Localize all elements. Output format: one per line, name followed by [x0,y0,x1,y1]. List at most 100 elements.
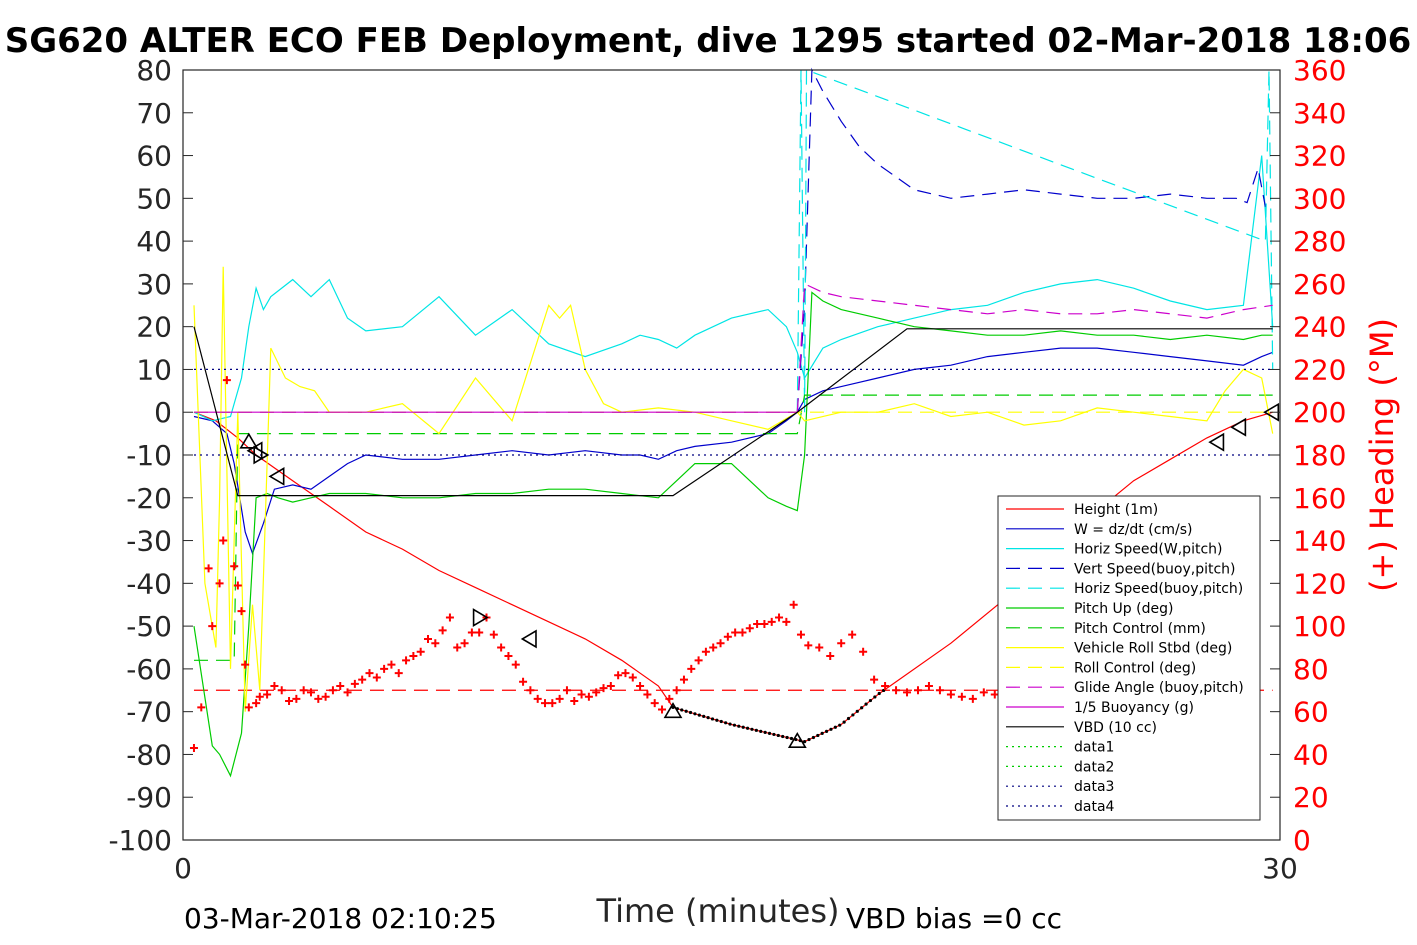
legend-label: VBD (10 cc) [1074,720,1157,736]
triangle-marker [663,702,683,719]
legend-label: Horiz Speed(buoy,pitch) [1074,581,1243,597]
left-tick-label: -40 [126,567,172,600]
left-tick-label: -80 [126,738,172,771]
plot-title: SG620 ALTER ECO FEB Deployment, dive 129… [5,21,1412,61]
heading-point [445,613,454,622]
heading-point [365,669,374,678]
right-tick-label: 60 [1293,696,1329,729]
x-axis-label: Time (minutes) [596,892,840,930]
heading-point [753,619,762,628]
heading-point [614,671,623,680]
heading-point [208,622,217,631]
height-dot [789,736,794,741]
heading-point [979,688,988,697]
footer-timestamp: 03-Mar-2018 02:10:25 [184,902,497,935]
heading-point [679,675,688,684]
legend: Height (1m) W = dz/dt (cm/s) Horiz Speed(W… [997,495,1261,821]
heading-point [924,682,933,690]
legend-box [997,495,1261,821]
x-tick-label: 30 [1262,852,1298,885]
heading-point [219,536,228,545]
heading-point [731,628,740,637]
heading-point [526,686,535,695]
triangle-marker [787,732,807,749]
series-line-6 [193,291,1273,778]
heading-point [467,628,476,637]
heading-point [643,690,652,699]
left-axis: 80 70 60 50 40 30 20 10 0 -10 -20 -30 -40 -50 -60 -70 -8… [108,54,193,857]
heading-point [328,686,337,695]
height-dot [829,727,833,731]
height-dot [754,728,758,732]
heading-point [423,634,432,643]
triangle-marker [1230,417,1247,437]
series-line-2 [193,347,1273,556]
legend-label: Horiz Speed(W,pitch) [1074,542,1222,558]
heading-point [870,675,879,684]
height-dot [702,714,706,718]
heading-point [859,647,868,656]
left-tick-label: -100 [108,824,172,857]
heading-point [453,643,462,652]
heading-point [292,694,301,703]
heading-point [438,626,447,635]
heading-point [402,656,411,665]
right-tick-label: 80 [1293,653,1329,686]
legend-label: Pitch Up (deg) [1074,601,1173,617]
height-dot [732,723,737,727]
heading-point [577,690,586,699]
heading-point [475,628,484,637]
left-tick-label: 70 [136,97,172,130]
left-tick-label: -60 [126,653,172,686]
height-dot [816,733,820,738]
height-dot [820,731,824,735]
heading-point [804,641,813,650]
heading-point [222,376,231,385]
heading-point [636,682,645,690]
heading-point [775,613,784,622]
height-dot [877,691,881,696]
height-dot [772,732,776,737]
heading-point [380,664,389,673]
heading-point [628,673,637,682]
height-dot [824,729,829,733]
height-dot [715,718,719,722]
height-dot [680,708,684,712]
height-dot [860,706,864,710]
legend-label: Height (1m) [1074,502,1158,518]
height-dot [842,720,846,724]
heading-point [687,664,696,673]
heading-point [738,628,747,637]
heading-point [592,688,601,697]
heading-point [336,682,345,690]
height-dot [851,713,855,717]
height-dot [873,695,877,699]
height-dot [803,740,807,744]
heading-point [541,699,550,708]
heading-point [409,652,418,661]
series-line-3 [193,155,1274,422]
heading-point [723,632,732,641]
height-dot [724,721,728,725]
heading-point [745,624,754,633]
left-tick-label: 60 [136,140,172,173]
heading-point [709,643,718,652]
heading-point [650,699,659,708]
heading-point [237,607,246,616]
heading-point [767,617,776,626]
heading-point [701,647,710,656]
heading-point [892,686,901,695]
left-tick-label: -10 [126,439,172,472]
heading-point [935,686,944,695]
heading-point [903,688,912,697]
heading-point [658,705,667,714]
height-dot [697,713,701,717]
height-dot [693,712,697,716]
heading-point [782,617,791,626]
right-tick-label: 320 [1293,140,1346,173]
heading-point [197,703,206,712]
heading-point [968,694,977,703]
series-line-7 [194,394,1273,661]
series-line-4 [796,67,1266,413]
heading-point [233,581,242,590]
